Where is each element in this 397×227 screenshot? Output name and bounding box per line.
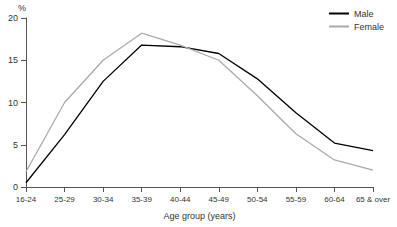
svg-text:0: 0 [13,182,18,192]
svg-text:15: 15 [8,55,18,65]
svg-text:55-59: 55-59 [286,195,307,204]
svg-text:60-64: 60-64 [324,195,345,204]
svg-text:25-29: 25-29 [54,195,75,204]
svg-text:20: 20 [8,13,18,23]
svg-text:16-24: 16-24 [16,195,37,204]
svg-text:Female: Female [354,22,384,32]
svg-text:5: 5 [13,140,18,150]
svg-text:40-44: 40-44 [170,195,191,204]
svg-text:45-49: 45-49 [209,195,230,204]
svg-text:Male: Male [354,9,374,19]
svg-text:10: 10 [8,98,18,108]
svg-text:65 & over: 65 & over [356,195,391,204]
svg-text:%: % [18,3,26,13]
svg-text:30-34: 30-34 [93,195,114,204]
svg-text:50-54: 50-54 [247,195,268,204]
svg-text:35-39: 35-39 [131,195,152,204]
svg-text:Age group (years): Age group (years) [163,211,235,221]
